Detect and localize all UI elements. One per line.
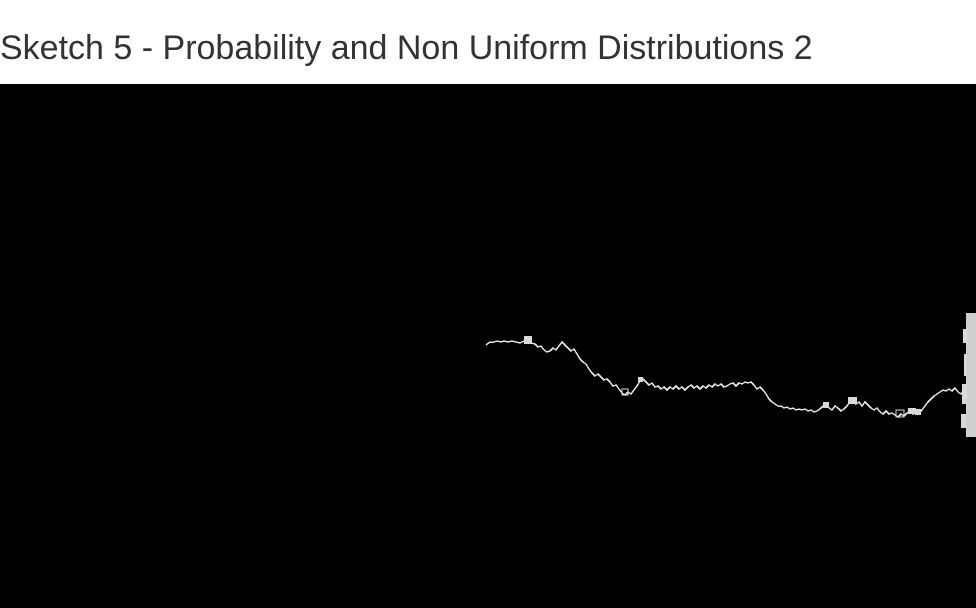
random-walk-drawing (485, 313, 976, 437)
walk-cluster (638, 377, 643, 382)
random-walk-path (485, 339, 973, 418)
walk-cluster (915, 409, 921, 415)
edge-accumulation (964, 354, 967, 376)
walk-cluster (621, 388, 629, 396)
edge-accumulation (963, 329, 967, 343)
sketch-canvas[interactable] (0, 84, 976, 608)
walk-cluster (524, 336, 532, 344)
walk-cluster (823, 402, 829, 408)
edge-accumulation (962, 384, 967, 404)
page-title: Sketch 5 - Probability and Non Uniform D… (0, 29, 813, 67)
walk-cluster (895, 409, 905, 418)
edge-accumulation (966, 313, 976, 437)
edge-accumulation (961, 414, 966, 428)
walk-cluster (908, 408, 916, 414)
walk-cluster (848, 397, 857, 404)
